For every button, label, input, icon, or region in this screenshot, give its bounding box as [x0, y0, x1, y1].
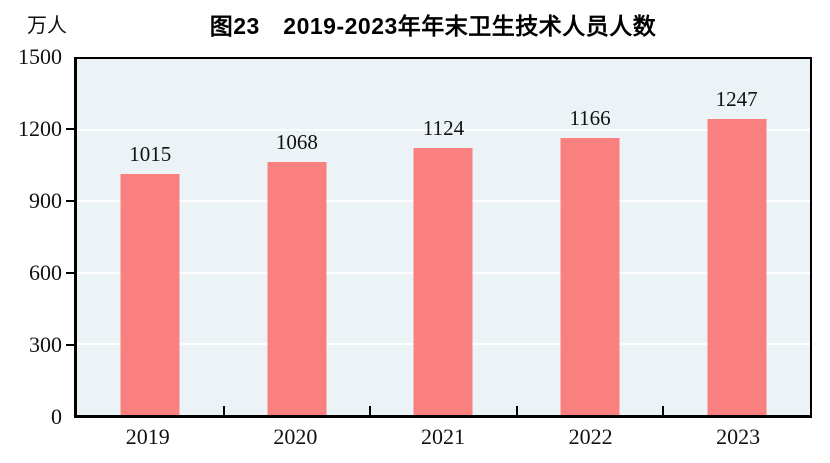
y-axis-unit-label: 万人	[27, 15, 67, 37]
y-tick-mark	[66, 128, 75, 130]
bar-cell-2019: 1015	[77, 59, 224, 415]
x-axis-label-2019: 2019	[125, 424, 170, 449]
x-axis-label-2020: 2020	[273, 424, 318, 449]
y-tick-mark	[66, 272, 75, 274]
y-tick-label: 300	[29, 332, 62, 357]
y-tick-label: 600	[29, 260, 62, 285]
y-tick-label: 1500	[18, 44, 62, 69]
bar-2023	[707, 119, 767, 415]
bar-cell-2023: 1247	[663, 59, 810, 415]
plot-area: 1015 1068 1124 1166 1247	[74, 57, 812, 418]
y-tick-label: 1200	[18, 116, 62, 141]
x-tick-mark	[515, 406, 518, 415]
bars-row: 1015 1068 1124 1166 1247	[77, 59, 810, 415]
bar-value-label-2023: 1247	[715, 87, 758, 112]
y-tick-mark	[66, 200, 75, 202]
bar-2019	[120, 174, 180, 415]
bar-value-label-2021: 1124	[422, 116, 465, 141]
gridline	[77, 129, 810, 132]
y-tick-label: 0	[51, 404, 62, 429]
bar-value-label-2022: 1166	[569, 106, 611, 131]
x-axis-labels: 2019 2020 2021 2022 2023	[74, 424, 812, 450]
x-axis-label-2022: 2022	[568, 424, 613, 449]
bar-cell-2020: 1068	[224, 59, 371, 415]
bar-2021	[413, 148, 473, 415]
x-axis-label-2021: 2021	[420, 424, 465, 449]
x-axis-label-2023: 2023	[716, 424, 761, 449]
chart-title: 图23 2019-2023年年末卫生技术人员人数	[209, 13, 657, 39]
bar-cell-2022: 1166	[517, 59, 664, 415]
x-tick-mark	[222, 406, 225, 415]
bar-value-label-2020: 1068	[275, 129, 318, 154]
y-tick-mark	[66, 344, 75, 346]
y-axis-tick-labels: 0 300 600 900 1200 1500	[0, 45, 62, 429]
bar-cell-2021: 1124	[370, 59, 517, 415]
bar-2020	[267, 161, 327, 415]
x-tick-mark	[662, 406, 665, 415]
x-tick-mark	[369, 406, 372, 415]
bar-2022	[560, 138, 620, 415]
y-tick-label: 900	[29, 188, 62, 213]
bar-value-label-2019: 1015	[129, 142, 172, 167]
